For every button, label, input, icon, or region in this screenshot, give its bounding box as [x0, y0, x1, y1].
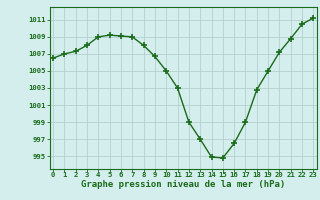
- X-axis label: Graphe pression niveau de la mer (hPa): Graphe pression niveau de la mer (hPa): [81, 180, 285, 189]
